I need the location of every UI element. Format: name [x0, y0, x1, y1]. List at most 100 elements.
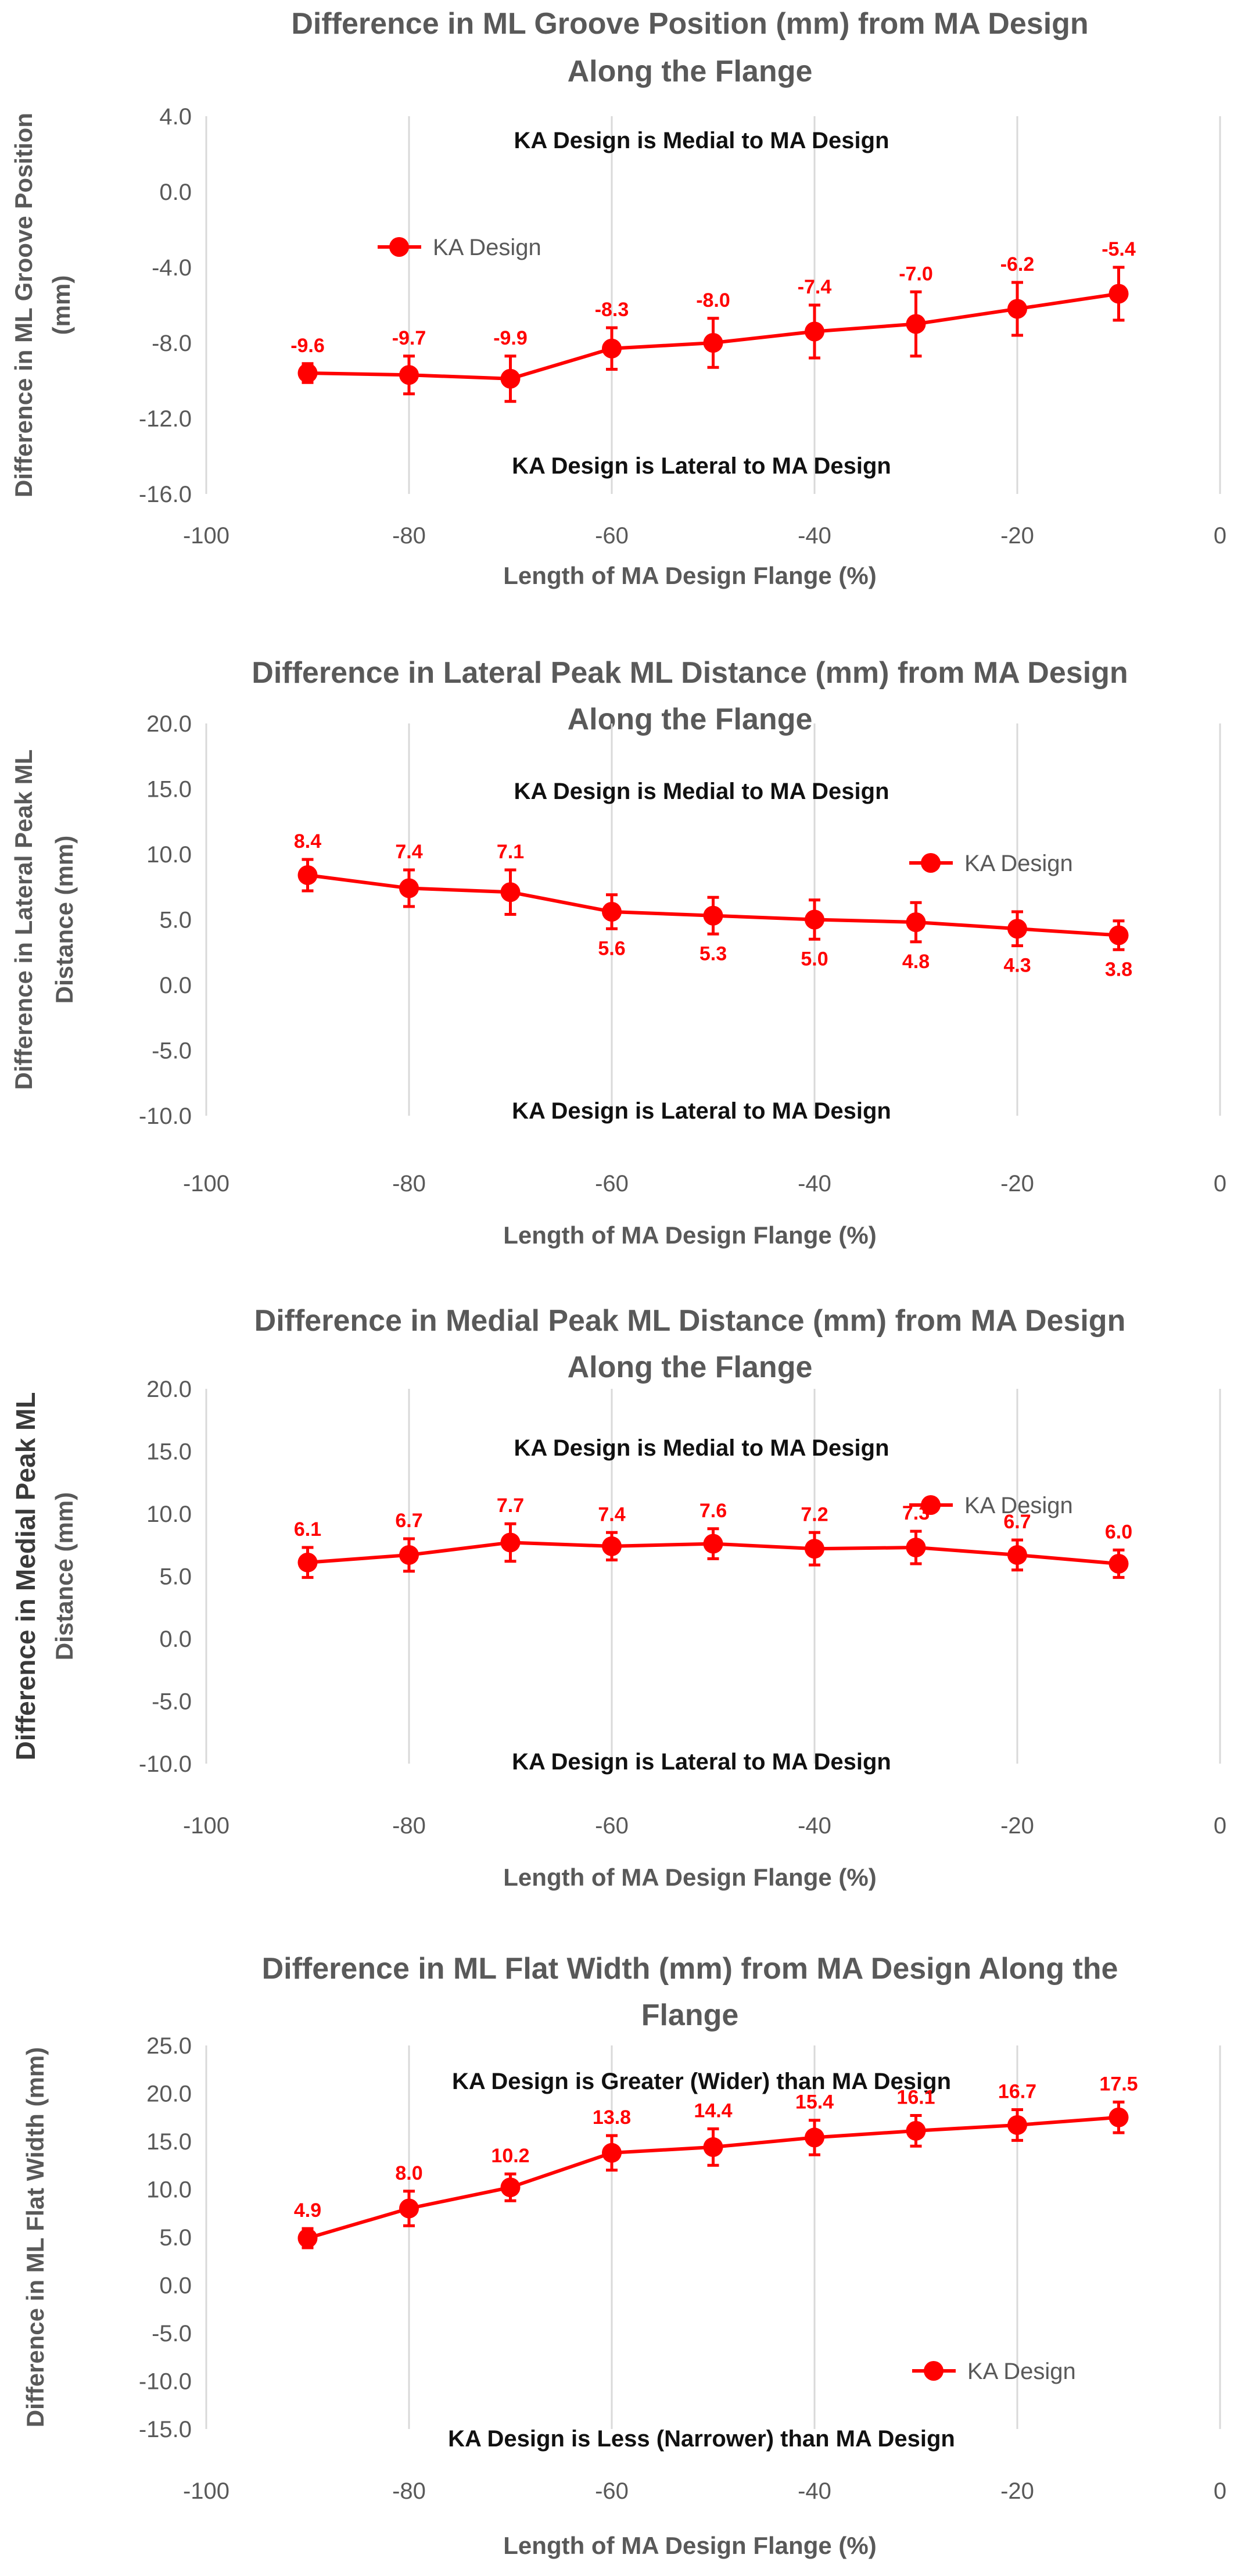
data-point: [399, 1545, 419, 1565]
data-point: [602, 338, 622, 359]
data-label: -7.4: [798, 276, 832, 298]
data-label: 16.7: [998, 2081, 1036, 2103]
chart-title-line: Difference in Lateral Peak ML Distance (…: [252, 656, 1128, 690]
data-point: [906, 314, 926, 334]
y-tick-label: 20.0: [146, 711, 192, 737]
data-label: 8.4: [294, 830, 321, 852]
x-axis-title: Length of MA Design Flange (%): [503, 1864, 876, 1891]
annotation-bottom: KA Design is Lateral to MA Design: [512, 1749, 891, 1775]
y-tick-label: -15.0: [139, 2417, 192, 2442]
data-point: [1007, 1545, 1027, 1565]
x-tick-label: -80: [392, 1813, 426, 1839]
data-point: [602, 2143, 622, 2163]
data-label: 4.8: [902, 951, 930, 973]
data-label: 10.2: [491, 2145, 529, 2167]
data-point: [602, 902, 622, 922]
data-point: [703, 905, 723, 926]
chart-title-line: Along the Flange: [568, 1350, 813, 1384]
data-label: 5.6: [598, 937, 625, 959]
chart-panel-3: Difference in Medial Peak ML Distance (m…: [10, 1304, 1226, 1891]
chart-title-line: Difference in ML Flat Width (mm) from MA…: [262, 1952, 1118, 1986]
x-tick-label: -40: [798, 2478, 831, 2504]
data-label: -8.0: [696, 289, 730, 311]
data-point: [906, 912, 926, 932]
data-label: 7.1: [497, 841, 524, 863]
data-point: [1108, 1554, 1129, 1574]
y-axis-title: Difference in Lateral Peak ML: [10, 750, 37, 1090]
data-point: [703, 1534, 723, 1554]
x-tick-label: 0: [1214, 1813, 1226, 1839]
x-axis-title: Length of MA Design Flange (%): [503, 562, 876, 589]
data-point: [500, 1532, 521, 1553]
y-tick-label: 10.0: [146, 1502, 192, 1527]
legend-marker: [921, 853, 941, 873]
data-label: 17.5: [1099, 2073, 1138, 2095]
y-tick-label: 0.0: [159, 2273, 192, 2299]
y-tick-label: 10.0: [146, 842, 192, 868]
y-axis-title: Distance (mm): [51, 1492, 78, 1660]
y-axis-title: Difference in Medial Peak ML: [10, 1392, 41, 1761]
y-tick-label: -5.0: [152, 1689, 192, 1715]
y-tick-label: 10.0: [146, 2177, 192, 2203]
data-label: 5.3: [699, 943, 727, 965]
data-point: [500, 882, 521, 902]
x-axis-title: Length of MA Design Flange (%): [503, 1221, 876, 1249]
legend: KA Design: [378, 235, 541, 260]
x-tick-label: -80: [392, 523, 426, 549]
data-point: [805, 909, 824, 930]
data-label: -9.9: [493, 327, 528, 349]
data-label: -9.7: [392, 327, 426, 349]
data-label: 14.4: [694, 2100, 732, 2122]
x-tick-label: -60: [595, 2478, 629, 2504]
y-tick-label: 0.0: [159, 1626, 192, 1652]
data-point: [906, 1538, 926, 1558]
y-tick-label: 0.0: [159, 180, 192, 205]
data-point: [805, 1539, 824, 1559]
data-point: [1108, 925, 1129, 945]
y-tick-label: -12.0: [139, 406, 192, 432]
data-label: 8.0: [395, 2162, 422, 2184]
legend: KA Design: [912, 2359, 1076, 2384]
y-axis-title: Distance (mm): [51, 836, 78, 1004]
data-point: [399, 365, 419, 385]
x-tick-label: -40: [798, 1171, 831, 1196]
data-label: 3.8: [1105, 958, 1132, 980]
legend-label: KA Design: [967, 2359, 1076, 2384]
annotation-top: KA Design is Greater (Wider) than MA Des…: [452, 2069, 951, 2094]
data-label: 16.1: [896, 2086, 935, 2108]
legend: KA Design: [909, 851, 1073, 876]
data-label: 7.4: [598, 1503, 625, 1525]
x-tick-label: 0: [1214, 2478, 1226, 2504]
x-tick-label: 0: [1214, 523, 1226, 549]
x-tick-label: -40: [798, 523, 831, 549]
x-tick-label: -20: [1000, 1171, 1034, 1196]
data-label: 4.9: [294, 2199, 321, 2222]
y-tick-label: 0.0: [159, 973, 192, 998]
y-tick-label: 5.0: [159, 1564, 192, 1590]
data-label: 6.7: [1003, 1511, 1031, 1533]
data-point: [297, 363, 318, 383]
data-label: 13.8: [593, 2106, 631, 2129]
data-point: [500, 2177, 521, 2198]
x-tick-label: 0: [1214, 1171, 1226, 1196]
data-label: 7.2: [801, 1503, 828, 1525]
y-tick-label: -10.0: [139, 1751, 192, 1777]
data-point: [1007, 919, 1027, 939]
y-tick-label: -10.0: [139, 1104, 192, 1129]
x-tick-label: -100: [183, 1813, 229, 1839]
data-label: -8.3: [595, 299, 629, 321]
y-axis-title: Difference in ML Groove Position: [10, 113, 37, 497]
data-point: [906, 2120, 926, 2141]
annotation-bottom: KA Design is Less (Narrower) than MA Des…: [448, 2426, 955, 2452]
x-tick-label: -60: [595, 523, 629, 549]
x-tick-label: -20: [1000, 2478, 1034, 2504]
data-label: 15.4: [795, 2091, 834, 2113]
y-tick-label: 20.0: [146, 2081, 192, 2107]
x-tick-label: -100: [183, 1171, 229, 1196]
chart-title-line: Difference in ML Groove Position (mm) fr…: [291, 7, 1088, 41]
data-point: [297, 1552, 318, 1572]
data-point: [703, 2137, 723, 2157]
annotation-top: KA Design is Medial to MA Design: [514, 779, 889, 804]
x-tick-label: -20: [1000, 1813, 1034, 1839]
